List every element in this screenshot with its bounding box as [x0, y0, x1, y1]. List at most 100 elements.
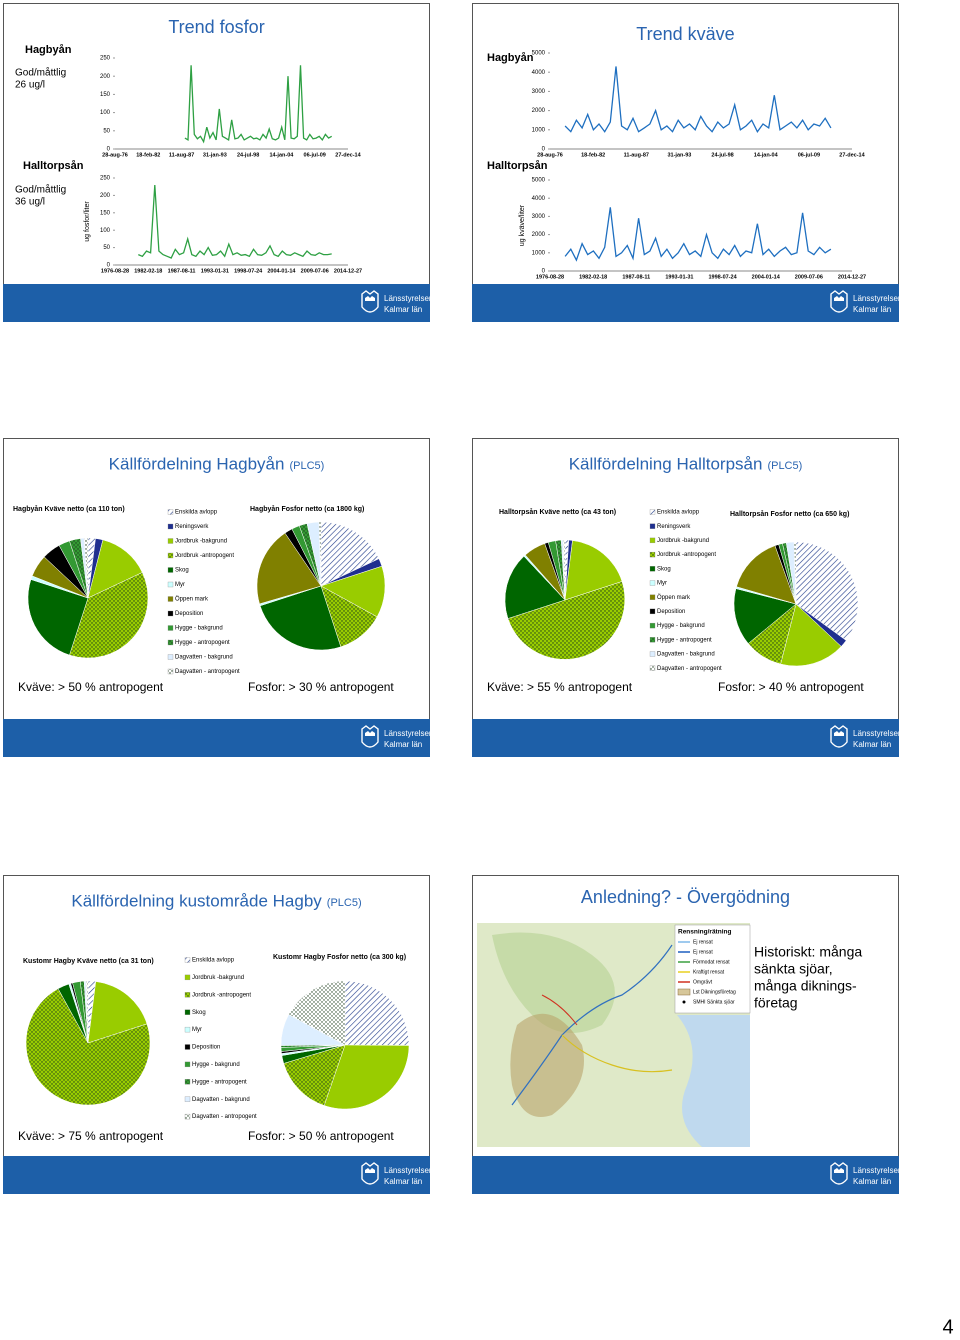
x-tick-label: 18-feb-82: [581, 152, 605, 158]
legend-label: Jordbruk -bakgrund: [657, 538, 709, 544]
logo-crown: [365, 731, 375, 736]
map-river: [561, 1034, 673, 1073]
pie-title: Halltorpsån Kväve netto (ca 43 ton): [499, 508, 616, 516]
logo-text: Kalmar län: [853, 305, 891, 314]
logo-text: Länsstyrelsen: [384, 1166, 433, 1175]
legend-swatch: [649, 537, 656, 544]
map-legend-symbol: [682, 1000, 686, 1004]
pie-slice: [256, 532, 322, 605]
slide-title: Källfördelning kustområde Hagby: [71, 891, 322, 910]
logo-text: Kalmar län: [384, 305, 422, 314]
slide: Länsstyrelsen Kalmar län Anledning? - Över…: [472, 875, 902, 1194]
legend-swatch: [184, 992, 191, 998]
y-tick-label: 0: [107, 147, 111, 153]
pie-slice: [87, 981, 148, 1044]
x-tick-label: 2009-07-06: [301, 268, 329, 274]
legend-swatch: [649, 608, 656, 615]
legend-label: Enskilda avlopp: [175, 510, 218, 516]
legend-label: Hygge - bakgrund: [192, 1062, 240, 1068]
conclusion: Fosfor: > 40 % antropogent: [718, 680, 864, 694]
conclusion: Kväve: > 50 % antropogent: [18, 680, 164, 694]
logo-text: Länsstyrelsen: [384, 294, 433, 303]
x-tick-label: 14-jan-04: [269, 152, 294, 158]
slide-text: företag: [754, 995, 798, 1011]
pie-slice: [795, 541, 859, 641]
map-legend-label: Förmodat rensat: [693, 959, 730, 965]
map-forest: [492, 932, 615, 1033]
logo-text: Länsstyrelsen: [853, 729, 902, 738]
conclusion: Kväve: > 55 % antropogent: [487, 680, 633, 694]
logo: Länsstyrelsen Kalmar län: [361, 725, 433, 749]
pie-slice: [27, 579, 89, 656]
y-tick-label: 50: [103, 245, 110, 251]
logo-emblem: [830, 725, 848, 748]
y-tick-label: 0: [542, 147, 546, 153]
pie-slice: [564, 540, 623, 601]
x-tick-label: 1987-08-11: [168, 268, 196, 274]
x-tick-label: 27-dec-14: [839, 152, 865, 158]
legend-label: Deposition: [657, 609, 685, 615]
legend-label: Öppen mark: [175, 596, 209, 603]
logo: Länsstyrelsen Kalmar län: [830, 290, 902, 314]
legend-label: Deposition: [175, 611, 203, 617]
x-tick-label: 31-jan-93: [667, 152, 691, 158]
pie-slice: [69, 572, 149, 659]
conclusion: Fosfor: > 30 % antropogent: [248, 680, 394, 694]
legend-swatch: [649, 665, 656, 671]
logo: Länsstyrelsen Kalmar län: [830, 725, 902, 749]
legend-label: Hygge - bakgrund: [175, 626, 223, 632]
y-tick-label: 100: [100, 228, 111, 234]
legend-swatch: [184, 1009, 191, 1015]
legend-label: Skog: [175, 568, 189, 574]
pie-slice: [259, 585, 342, 651]
y-tick-label: 3000: [532, 89, 546, 95]
pie-slice: [562, 539, 566, 601]
logo-crown: [834, 731, 844, 736]
logo-emblem: [361, 290, 379, 313]
x-tick-label: 1993-01-31: [665, 274, 693, 280]
map-legend-title: Rensning/rätning: [678, 929, 731, 936]
panel-label: Hagbyån: [25, 44, 72, 56]
legend-swatch: [167, 523, 174, 530]
slide-frame: [472, 3, 899, 322]
footer-band: [3, 719, 430, 757]
slide-text: många diknings-: [754, 978, 857, 994]
logo-text: Länsstyrelsen: [384, 729, 433, 738]
legend-swatch: [184, 1096, 191, 1102]
slide-text: Historiskt: många: [754, 944, 862, 960]
pie-slice: [87, 539, 143, 599]
x-tick-label: 11-aug-87: [624, 152, 649, 158]
y-tick-label: 150: [100, 92, 111, 98]
y-tick-label: 2000: [532, 108, 546, 114]
legend-swatch: [167, 610, 174, 617]
map-sea: [677, 1015, 750, 1147]
map-legend-label: Omgrävt: [693, 979, 713, 985]
pie-slice: [780, 603, 842, 667]
x-tick-label: 1976-08-28: [101, 268, 129, 274]
map-area: [510, 1013, 584, 1117]
slide: Länsstyrelsen Kalmar län Källfördelning Ha…: [472, 438, 902, 757]
legend-swatch: [167, 654, 174, 660]
legend-swatch: [167, 581, 174, 588]
footer-band: [472, 284, 899, 322]
logo-text: Kalmar län: [853, 1177, 891, 1186]
legend-label: Jordbruk -bakgrund: [175, 539, 227, 545]
y-tick-label: 100: [100, 110, 111, 116]
y-tick-label: 0: [107, 263, 111, 269]
y-tick-label: 0: [542, 269, 546, 275]
slide: Länsstyrelsen Kalmar län Källfördelning Ha…: [3, 438, 433, 757]
logo-text: Länsstyrelsen: [853, 294, 902, 303]
x-tick-label: 11-aug-87: [169, 152, 194, 158]
legend-swatch: [167, 552, 174, 559]
pie-slice: [733, 588, 797, 644]
slide-title-suffix: (PLC5): [327, 897, 362, 909]
panel-label: Hagbyån: [487, 52, 534, 64]
pie-title: Hagbyån Fosfor netto (ca 1800 kg): [250, 505, 364, 513]
map-legend-label: Kraftigt rensat: [693, 969, 725, 975]
map-legend-box: [674, 924, 751, 1014]
legend-swatch: [649, 566, 656, 572]
pie-slice: [25, 988, 151, 1106]
x-tick-label: 28-aug-76: [537, 152, 563, 158]
y-tick-label: 250: [100, 56, 111, 62]
pie-slice: [85, 980, 89, 1044]
